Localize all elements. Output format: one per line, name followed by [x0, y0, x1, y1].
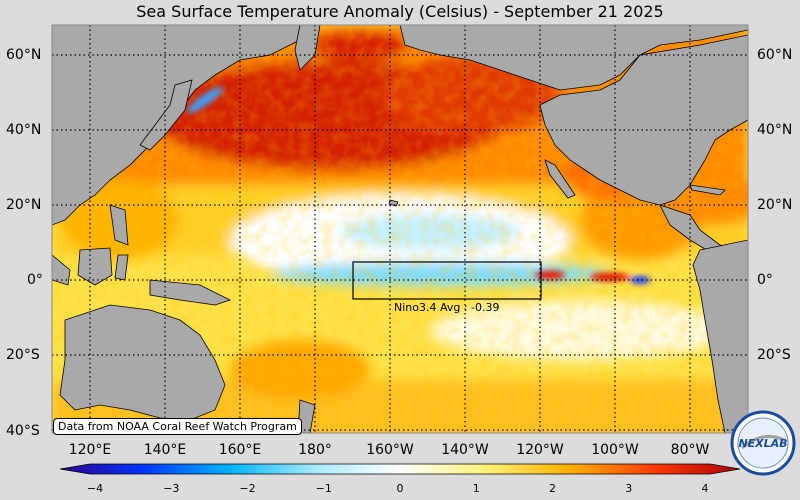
logo-text: NEXLAB: [738, 437, 787, 450]
lon-label-160e: 160°E: [218, 442, 262, 458]
lon-label-80w: 80°W: [670, 442, 710, 458]
anomaly-equator-red-1: [535, 271, 565, 279]
colorbar-tick-label: 3: [625, 482, 633, 495]
lon-label-100w: 100°W: [591, 442, 639, 458]
colorbar-tick-label: −4: [86, 482, 104, 495]
map-frame: [51, 24, 749, 434]
land-australia: [59, 304, 226, 421]
anomaly-equator-red-2: [590, 273, 630, 281]
lat-label-20n-left: 20°N: [6, 197, 42, 213]
land-borneo: [77, 247, 113, 286]
colorbar-tick-label: −1: [315, 482, 332, 495]
lon-label-120w: 120°W: [516, 442, 564, 458]
land-cuba: [689, 184, 726, 196]
anomaly-japan-cool: [186, 86, 224, 114]
lat-label-60n-right: 60°N: [757, 47, 793, 63]
lat-label-40s-left: 40°S: [6, 423, 40, 439]
map-title: Sea Surface Temperature Anomaly (Celsius…: [136, 2, 664, 21]
sst-anomaly-map: [51, 24, 749, 434]
colorbar-bar: [60, 463, 740, 475]
anomaly-equator-blue: [630, 276, 650, 284]
land-hawaii: [388, 199, 399, 207]
lon-label-180: 180°: [298, 442, 332, 458]
colorbar-tick-label: 0: [396, 482, 404, 495]
nino34-average-label: Nino3.4 Avg : -0.39: [394, 301, 500, 314]
land-alaska: [399, 25, 748, 91]
lat-label-40n-left: 40°N: [6, 122, 42, 138]
colorbar-tick-label: 4: [701, 482, 709, 495]
lon-label-140e: 140°E: [143, 442, 187, 458]
lon-label-160w: 160°W: [366, 442, 414, 458]
lat-label-20s-left: 20°S: [6, 347, 40, 363]
land-south-america: [692, 239, 748, 433]
data-credit-label: Data from NOAA Coral Reef Watch Program: [53, 418, 302, 435]
colorbar-tick-label: 2: [549, 482, 556, 495]
lat-label-40n-right: 40°N: [757, 122, 793, 138]
lat-label-eq-left: 0°: [27, 272, 43, 288]
land-baja: [544, 159, 576, 199]
lon-label-140w: 140°W: [441, 442, 489, 458]
land-philippines: [109, 204, 129, 246]
colorbar: [60, 463, 740, 475]
lon-label-120e: 120°E: [68, 442, 112, 458]
lat-label-eq-right: 0°: [757, 272, 773, 288]
colorbar-tick-label: −2: [239, 482, 256, 495]
land-north-america: [539, 34, 748, 206]
nino34-box: [352, 261, 542, 300]
land-kamchatka: [294, 25, 321, 71]
land-new-guinea: [149, 279, 232, 306]
lat-label-20n-right: 20°N: [757, 197, 793, 213]
colorbar-tick-label: −3: [163, 482, 180, 495]
nexlab-logo: NEXLAB: [730, 410, 796, 476]
lat-label-20s-right: 20°S: [757, 347, 791, 363]
lat-label-60n-left: 60°N: [6, 47, 42, 63]
colorbar-tick-label: 1: [472, 482, 480, 495]
land-sumatra: [52, 254, 71, 286]
